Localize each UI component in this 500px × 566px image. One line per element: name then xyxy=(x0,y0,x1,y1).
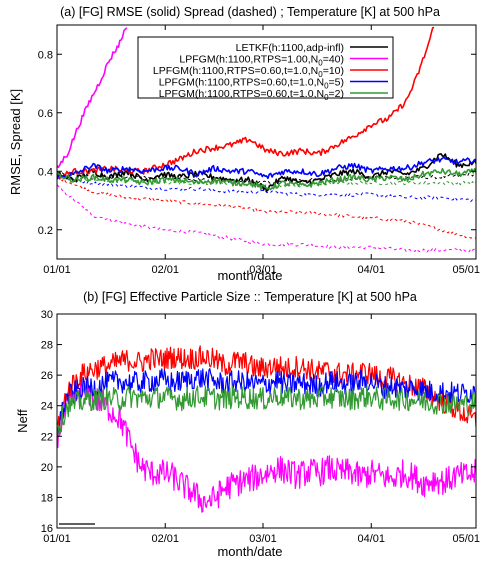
legend-label-4: LPFGM(h:1100,RTPS=0.60,t=1.0,N0=2) xyxy=(159,88,344,102)
chart-b-frame xyxy=(56,313,477,529)
neff-line-0 xyxy=(57,379,476,513)
chart-b-y-ticks: 16 18 20 22 24 26 28 30 xyxy=(41,309,476,535)
chart-a: (a) [FG] RMSE (solid) Spread (dashed) ; … xyxy=(8,5,480,283)
y-tick-label: 30 xyxy=(41,309,53,321)
chart-a-y-ticks: 0.2 0.4 0.6 0.8 xyxy=(38,49,476,237)
rmse-line-4 xyxy=(57,167,476,191)
y-tick-label: 0.2 xyxy=(38,225,53,237)
rmse-line-1 xyxy=(57,27,128,169)
chart-a-x-label: month/date xyxy=(217,268,282,283)
chart-b-x-label: month/date xyxy=(217,544,282,559)
chart-a-frame xyxy=(56,24,477,260)
legend-label-3: LPFGM(h:1100,RTPS=0.60,t=1.0,N0=5) xyxy=(159,77,344,91)
x-tick-label: 04/01 xyxy=(357,533,385,545)
y-tick-label: 26 xyxy=(41,370,53,382)
chart-a-title: (a) [FG] RMSE (solid) Spread (dashed) ; … xyxy=(60,5,440,19)
chart-b: (b) [FG] Effective Particle Size :: Temp… xyxy=(15,290,480,559)
chart-b-plot-area xyxy=(57,345,476,525)
x-tick-label: 05/01 xyxy=(452,533,480,545)
x-tick-label: 05/01 xyxy=(452,264,480,276)
x-tick-label: 02/01 xyxy=(151,533,179,545)
x-tick-label: 04/01 xyxy=(357,264,385,276)
chart-a-x-ticks: 01/01 02/01 03/01 04/01 05/01 xyxy=(43,25,480,276)
x-tick-label: 01/01 xyxy=(43,533,71,545)
y-tick-label: 16 xyxy=(41,523,53,535)
chart-b-title: (b) [FG] Effective Particle Size :: Temp… xyxy=(83,290,417,304)
y-tick-label: 24 xyxy=(41,401,53,413)
y-tick-label: 0.8 xyxy=(38,49,53,61)
x-tick-label: 03/01 xyxy=(249,533,277,545)
spread-line-4 xyxy=(57,175,476,188)
rmse-line-0 xyxy=(57,153,476,193)
x-tick-label: 02/01 xyxy=(151,264,179,276)
rmse-line-3 xyxy=(57,156,476,180)
spread-line-2 xyxy=(57,176,476,239)
y-tick-label: 22 xyxy=(41,431,53,443)
chart-b-x-ticks: 01/01 02/01 03/01 04/01 05/01 xyxy=(43,314,480,545)
spread-line-1 xyxy=(57,184,476,253)
y-tick-label: 20 xyxy=(41,462,53,474)
legend-label-1: LPFGM(h:1100,RTPS=1.00,N0=40) xyxy=(179,54,344,68)
y-tick-label: 0.6 xyxy=(38,108,53,120)
neff-line-2 xyxy=(57,368,476,435)
chart-a-plot-area xyxy=(57,26,476,253)
legend-label-0: LETKF(h:1100,adp-infl) xyxy=(236,42,344,54)
neff-line-3 xyxy=(57,385,476,436)
spread-line-3 xyxy=(57,176,476,203)
y-tick-label: 0.4 xyxy=(38,166,53,178)
x-tick-label: 03/01 xyxy=(249,264,277,276)
legend-label-2: LPFGM(h:1100,RTPS=0.60,t=1.0,N0=10) xyxy=(153,65,344,79)
y-tick-label: 28 xyxy=(41,340,53,352)
y-tick-label: 18 xyxy=(41,492,53,504)
chart-a-y-label: RMSE, Spread [K] xyxy=(8,89,23,195)
x-tick-label: 01/01 xyxy=(43,264,71,276)
chart-a-legend: LETKF(h:1100,adp-infl)LPFGM(h:1100,RTPS=… xyxy=(137,36,394,102)
chart-b-y-label: Neff xyxy=(15,409,30,433)
